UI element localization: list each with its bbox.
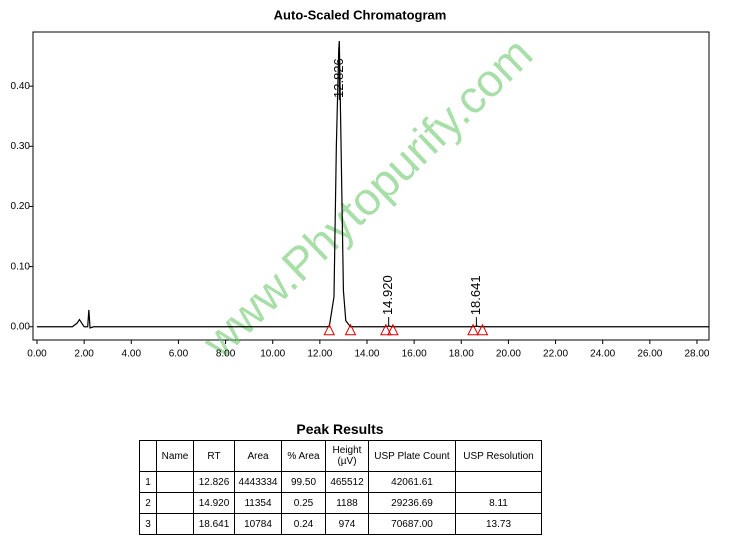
table-row: 1 12.826 4443334 99.50 465512 42061.61: [139, 471, 542, 493]
table-cell: [156, 513, 194, 535]
table-cell: 10784: [234, 513, 282, 535]
table-cell: 13.73: [455, 513, 542, 535]
table-cell: 18.641: [193, 513, 235, 535]
peak-table: Name RT Area% Area Height (µV) USP Plate Cou…: [139, 440, 542, 535]
table-cell: 974: [325, 513, 369, 535]
table-cell: 4443334: [234, 471, 282, 493]
table-cell: 1: [139, 471, 157, 493]
table-cell: 29236.69: [368, 492, 456, 514]
x-tick-label: 4.00: [122, 349, 142, 360]
peak-label: 18.641: [468, 275, 483, 315]
table-cell: 0.25: [281, 492, 326, 514]
watermark: www.Phytopurify.com: [192, 27, 543, 368]
x-tick-label: 8.00: [216, 349, 236, 360]
baseline-mark: [323, 323, 336, 336]
table-title: Peak Results: [296, 421, 384, 437]
table-cell: 465512: [325, 471, 369, 493]
x-tick-label: 18.00: [449, 349, 474, 360]
y-tick-label: 0.10: [11, 261, 31, 272]
baseline-mark: [380, 323, 392, 336]
header-cell: Height (µV): [325, 440, 369, 472]
table-cell: 1188: [325, 492, 369, 514]
table-cell: 11354: [234, 492, 282, 514]
table-cell: 8.11: [455, 492, 542, 514]
header-cell: [139, 440, 157, 472]
baseline-mark: [476, 323, 489, 336]
x-tick-label: 14.00: [354, 349, 379, 360]
x-tick-label: 12.00: [307, 349, 332, 360]
table-row: 3 18.641 10784 0.24 974 70687.00 13.73: [139, 513, 542, 535]
chart-title: Auto-Scaled Chromatogram: [274, 7, 447, 22]
peak-label: 14.920: [380, 275, 395, 315]
table-cell: [455, 471, 542, 493]
table-cell: 42061.61: [368, 471, 456, 493]
header-cell: % Area: [281, 440, 326, 472]
x-tick-label: 20.00: [496, 349, 521, 360]
x-tick-label: 22.00: [543, 349, 568, 360]
header-cell: Area: [234, 440, 282, 472]
table-cell: 12.826: [193, 471, 235, 493]
x-tick-label: 0.00: [27, 349, 47, 360]
table-row: 2 14.920 11354 0.25 1188 29236.69 8.11: [139, 492, 542, 514]
baseline-mark: [344, 323, 357, 336]
y-tick-label: 0.20: [11, 201, 31, 212]
header-row: Name RT Area% Area Height (µV) USP Plate Cou…: [139, 440, 542, 472]
x-tick-label: 6.00: [169, 349, 189, 360]
x-tick-label: 28.00: [684, 349, 709, 360]
plot-frame: [32, 31, 710, 341]
y-tick-label: 0.30: [11, 141, 31, 152]
baseline-mark: [467, 323, 479, 336]
header-cell: USP Resolution: [455, 440, 542, 472]
y-tick-label: 0.40: [11, 81, 31, 92]
x-tick-label: 16.00: [402, 349, 427, 360]
y-tick-label: 0.00: [11, 321, 31, 332]
header-cell: USP Plate Count: [368, 440, 456, 472]
peak-label: 12.826: [331, 58, 346, 98]
chart: Auto-Scaled Chromatogram www.Phytopurify…: [11, 7, 710, 368]
header-cell: RT: [193, 440, 235, 472]
table-cell: 99.50: [281, 471, 326, 493]
table-cell: [156, 471, 194, 493]
table-cell: 70687.00: [368, 513, 456, 535]
x-tick-label: 24.00: [590, 349, 615, 360]
x-tick-label: 2.00: [74, 349, 94, 360]
table-cell: [156, 492, 194, 514]
header-cell: Name: [156, 440, 194, 472]
x-tick-label: 10.00: [260, 349, 285, 360]
table-cell: 2: [139, 492, 157, 514]
table-cell: 14.920: [193, 492, 235, 514]
table-cell: 0.24: [281, 513, 326, 535]
trace: [37, 40, 709, 329]
x-tick-label: 26.00: [637, 349, 662, 360]
baseline-mark: [387, 323, 399, 336]
table-cell: 3: [139, 513, 157, 535]
